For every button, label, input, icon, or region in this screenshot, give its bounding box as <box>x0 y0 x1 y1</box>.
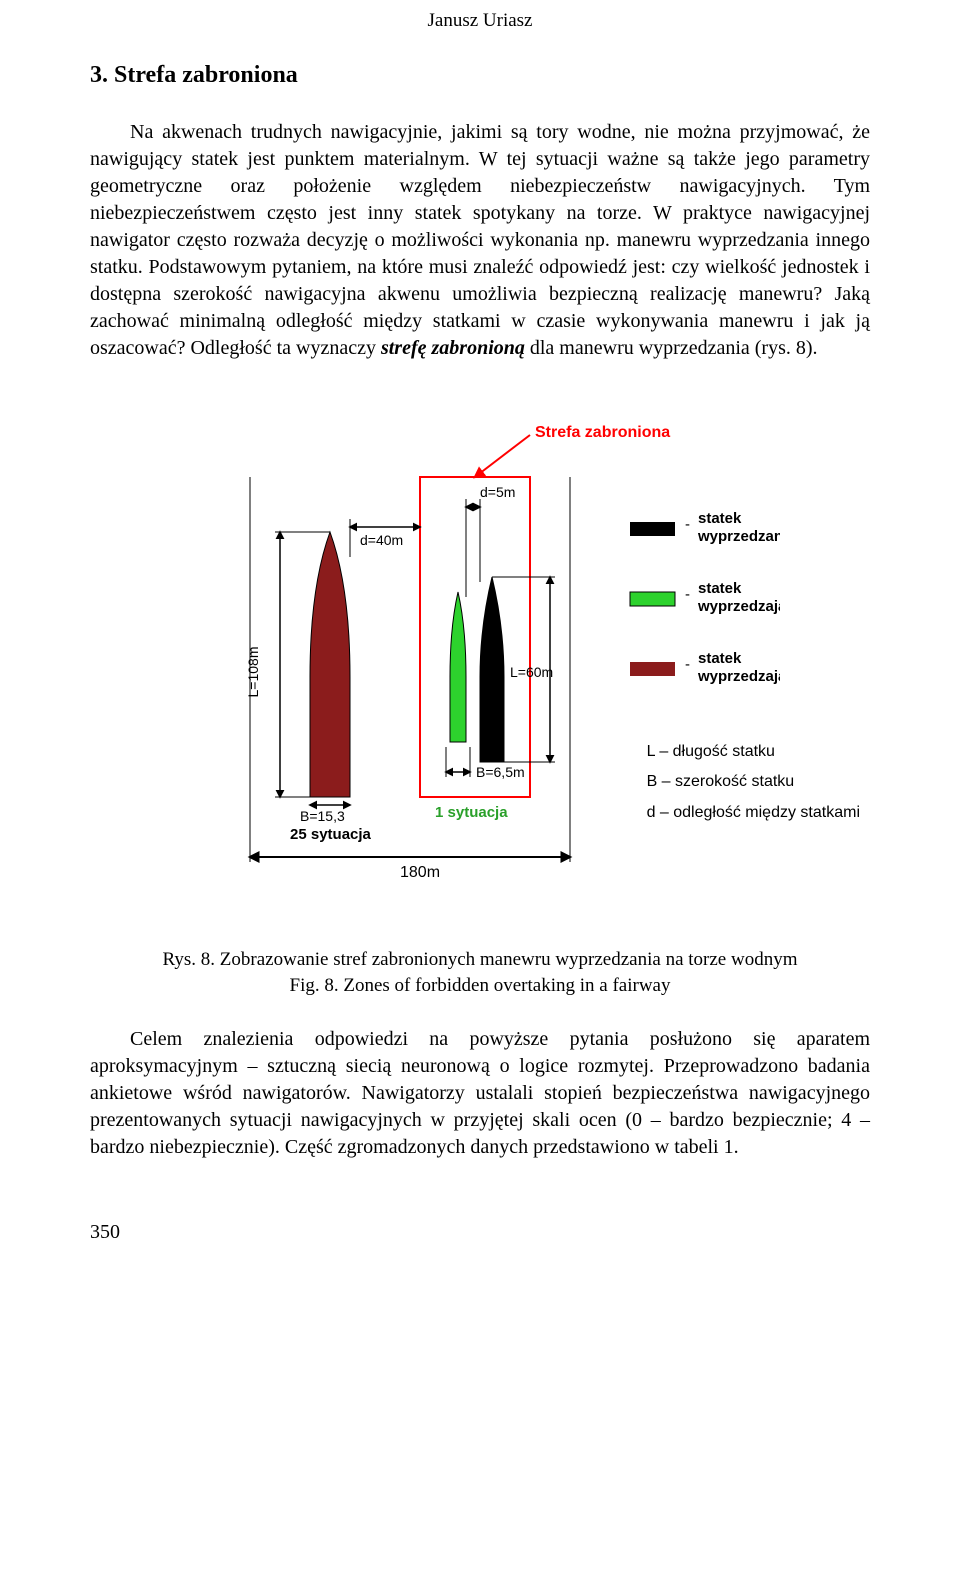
figure-side-definitions: L – długość statku B – szerokość statku … <box>647 737 860 828</box>
paragraph-1-emph: strefę zabronioną <box>381 337 525 359</box>
def-B: B – szerokość statku <box>647 767 860 797</box>
page-number: 350 <box>90 1221 870 1244</box>
green-ship <box>450 592 466 742</box>
paragraph-2: Celem znalezienia odpowiedzi na powyższe… <box>90 1026 870 1161</box>
svg-text:-: - <box>685 586 690 603</box>
paragraph-1-tail: dla manewru wyprzedzania (rys. 8). <box>525 337 818 359</box>
label-B153: B=15,3 <box>300 808 345 824</box>
legend-2-line2: wyprzedzający <box>697 598 780 615</box>
legend-3-line1: statek <box>698 650 742 667</box>
legend: - statek wyprzedzany - statek wyprzedzaj… <box>630 510 780 685</box>
label-L108: L=108m <box>245 647 261 698</box>
label-1-sytuacja: 1 sytuacja <box>435 804 508 821</box>
label-d5: d=5m <box>480 484 515 500</box>
forbidden-zone-rect <box>420 477 530 797</box>
label-B65: B=6,5m <box>476 764 525 780</box>
svg-text:-: - <box>685 516 690 533</box>
def-L: L – długość statku <box>647 737 860 767</box>
figure-caption: Rys. 8. Zobrazowanie stref zabronionych … <box>90 947 870 998</box>
figure-caption-en: Fig. 8. Zones of forbidden overtaking in… <box>90 973 870 999</box>
label-180m: 180m <box>400 864 440 881</box>
paragraph-1: Na akwenach trudnych nawigacyjnie, jakim… <box>90 119 870 362</box>
black-ship <box>480 577 504 762</box>
red-ship <box>310 532 350 797</box>
figure-8: 180m Strefa zabroniona d=40m <box>90 417 870 887</box>
def-d: d – odległość między statkami <box>647 798 860 828</box>
svg-text:-: - <box>685 656 690 673</box>
running-head: Janusz Uriasz <box>90 10 870 32</box>
legend-3-line2: wyprzedzający <box>697 668 780 685</box>
section-heading: 3. Strefa zabroniona <box>90 62 870 89</box>
figure-caption-pl: Rys. 8. Zobrazowanie stref zabronionych … <box>90 947 870 973</box>
label-25-sytuacja: 25 sytuacja <box>290 826 372 843</box>
legend-1-line2: wyprzedzany <box>697 528 780 545</box>
label-L60: L=60m <box>510 664 553 680</box>
section-number: 3. <box>90 62 108 88</box>
legend-1-line1: statek <box>698 510 742 527</box>
section-title: Strefa zabroniona <box>114 62 298 88</box>
label-d40: d=40m <box>360 532 403 548</box>
label-zone: Strefa zabroniona <box>535 424 670 441</box>
legend-2-line1: statek <box>698 580 742 597</box>
paragraph-1-text: Na akwenach trudnych nawigacyjnie, jakim… <box>90 121 870 359</box>
